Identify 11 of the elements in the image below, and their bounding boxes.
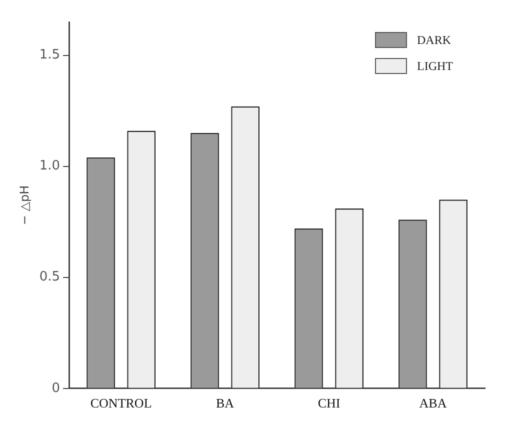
legend-label: LIGHT [417,58,453,74]
y-axis-title: − △pH [17,185,32,226]
x-tick-label: BA [216,396,235,411]
y-tick-label: 0.5 [39,270,60,285]
legend-label: DARK [417,32,452,48]
y-tick-label: 1.5 [39,48,60,63]
y-tick-label: 0 [52,380,60,396]
x-tick-label: CONTROL [90,396,152,411]
y-tick-label: 1.0 [39,158,60,174]
x-tick-label: CHI [318,396,340,411]
x-tick-label: ABA [419,396,448,411]
